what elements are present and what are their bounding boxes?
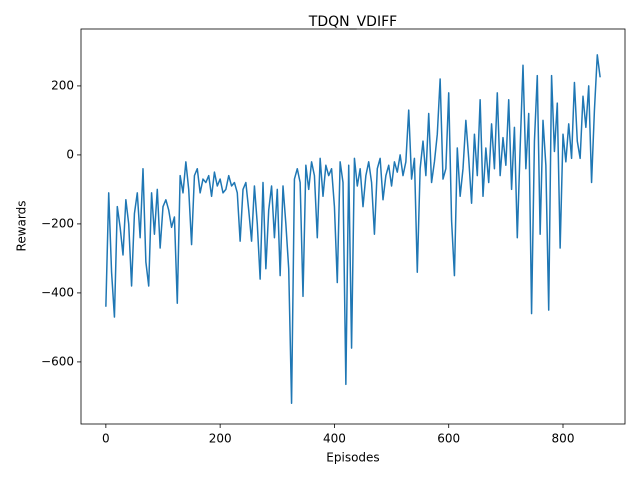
data-line [105, 54, 601, 405]
x-tick-label: 600 [437, 432, 460, 446]
x-tick-label: 0 [102, 432, 110, 446]
y-tick-label: 0 [66, 147, 74, 161]
chart-title: TDQN_VDIFF [308, 14, 397, 30]
y-axis-label: Rewards [15, 201, 29, 252]
y-tick-label: 200 [51, 78, 74, 92]
x-tick-label: 200 [209, 432, 232, 446]
y-tick-label: −600 [41, 354, 74, 368]
plot-frame [80, 28, 626, 425]
y-tick-label: −400 [41, 285, 74, 299]
y-tick-label: −200 [41, 216, 74, 230]
x-tick-label: 400 [323, 432, 346, 446]
x-axis-label: Episodes [326, 451, 379, 465]
x-tick-label: 800 [552, 432, 575, 446]
